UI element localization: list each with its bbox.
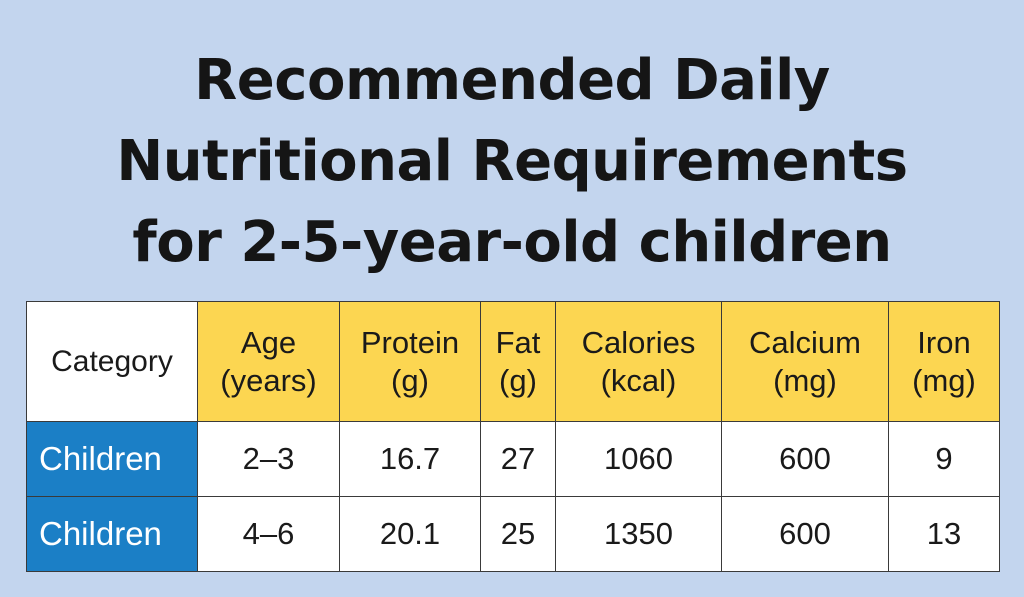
title-line-3: for 2-5-year-old children [132,210,892,275]
row-2-fat: 25 [480,496,556,572]
row-1-category: Children [26,421,198,497]
header-iron-label: Iron [917,324,971,360]
row-1-age: 2–3 [197,421,340,497]
row-1-iron: 9 [888,421,1000,497]
table-row: Children 2–3 16.7 27 1060 600 9 [26,421,1000,497]
row-1-protein: 16.7 [339,421,481,497]
header-calcium-unit: (mg) [773,362,837,398]
row-2-calories: 1350 [555,496,722,572]
table-header-row: Category Age (years) Protein (g) Fat (g)… [26,301,1000,422]
header-calories-unit: (kcal) [600,362,677,398]
header-protein-unit: (g) [391,362,429,398]
header-age-unit: (years) [220,362,317,398]
header-protein: Protein (g) [339,301,481,422]
page-title: Recommended Daily Nutritional Requiremen… [0,40,1024,283]
row-2-calcium: 600 [721,496,889,572]
header-fat-label: Fat [495,324,541,360]
row-1-calcium: 600 [721,421,889,497]
row-1-fat: 27 [480,421,556,497]
header-calcium-label: Calcium [749,324,861,360]
row-2-category: Children [26,496,198,572]
row-2-protein: 20.1 [339,496,481,572]
title-line-1: Recommended Daily [194,48,830,113]
header-calories-label: Calories [581,324,696,360]
row-2-age: 4–6 [197,496,340,572]
header-category: Category [26,301,198,422]
header-protein-label: Protein [360,324,460,360]
row-2-iron: 13 [888,496,1000,572]
header-fat-unit: (g) [499,362,537,398]
title-line-2: Nutritional Requirements [116,129,908,194]
header-iron: Iron (mg) [888,301,1000,422]
header-age: Age (years) [197,301,340,422]
header-iron-unit: (mg) [912,362,976,398]
header-calcium: Calcium (mg) [721,301,889,422]
header-fat: Fat (g) [480,301,556,422]
nutrition-table: Category Age (years) Protein (g) Fat (g)… [26,301,1000,572]
header-age-label: Age [240,324,297,360]
row-1-calories: 1060 [555,421,722,497]
header-calories: Calories (kcal) [555,301,722,422]
table-row: Children 4–6 20.1 25 1350 600 13 [26,496,1000,572]
